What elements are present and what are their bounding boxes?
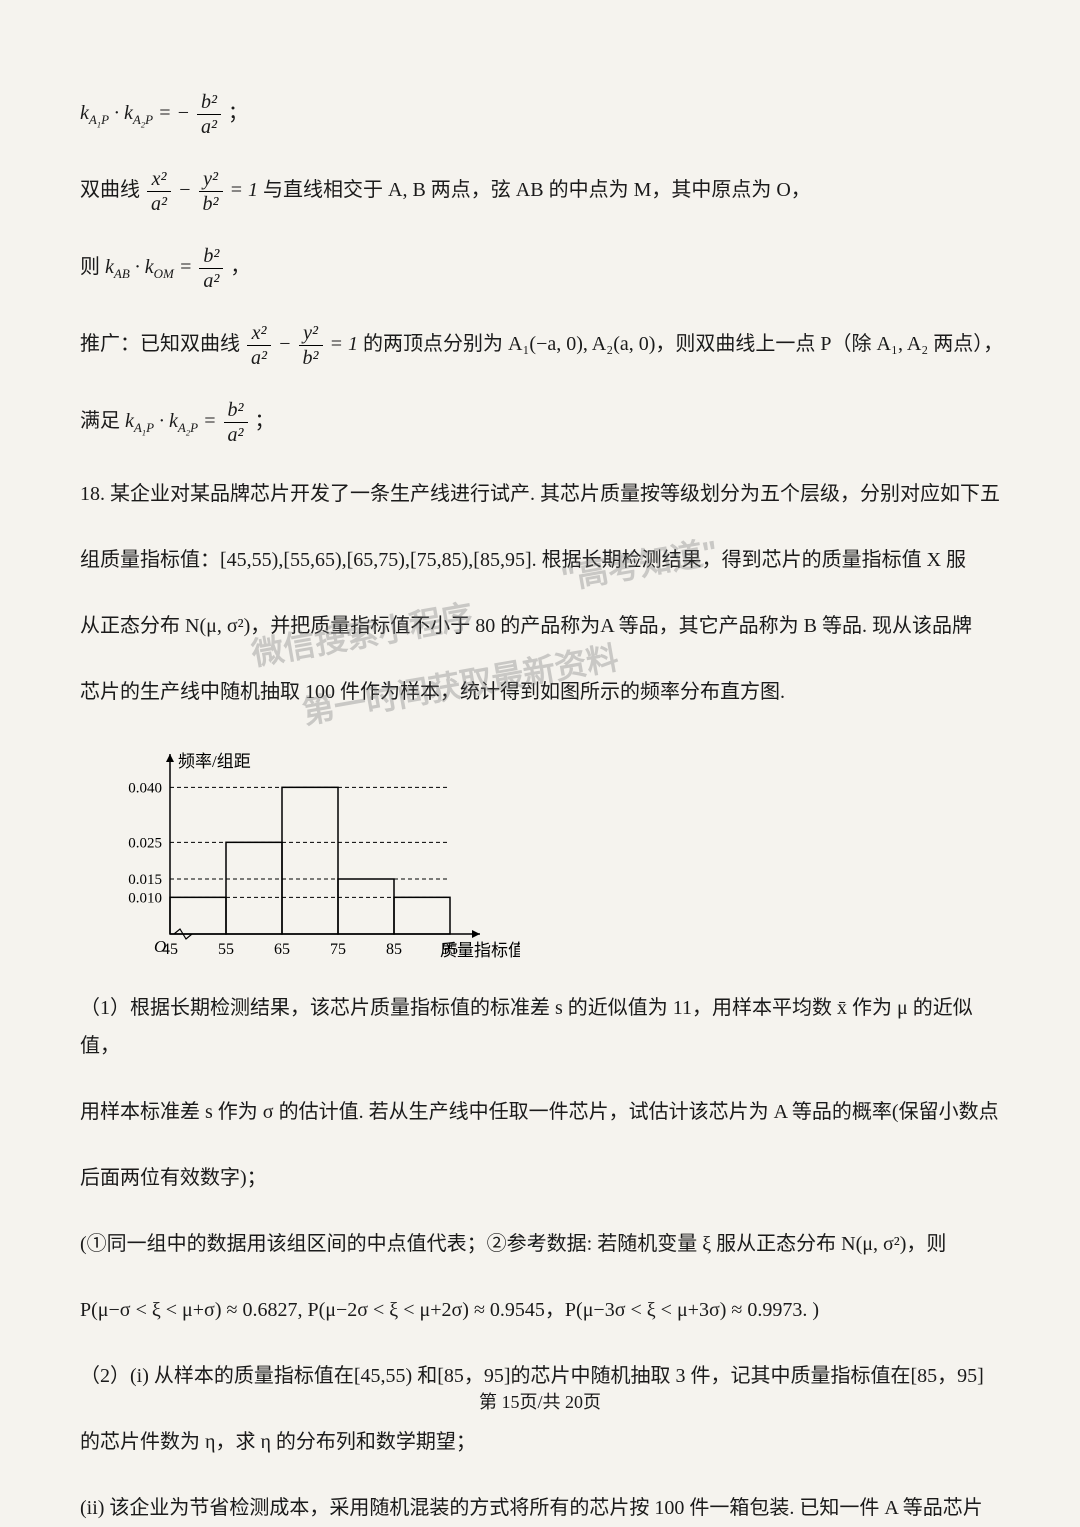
equation-kab-kom: 则 kAB · kOM = b²a² ， — [80, 244, 1010, 293]
equation-satisfies: 满足 kA1P · kA2P = b²a² ； — [80, 398, 1010, 447]
frac-num: b² — [197, 90, 221, 115]
svg-text:0.040: 0.040 — [128, 780, 162, 796]
svg-text:0.025: 0.025 — [128, 835, 162, 851]
text-pre: 双曲线 — [80, 179, 140, 201]
svg-text:频率/组距: 频率/组距 — [178, 752, 251, 771]
svg-text:0.015: 0.015 — [128, 872, 162, 888]
sub1-line3: 后面两位有效数字)； — [80, 1159, 1010, 1197]
histogram-svg: 0.0100.0150.0250.040455565758595频率/组距质量指… — [100, 739, 520, 969]
frac-den: a² — [197, 115, 221, 139]
svg-text:质量指标值: 质量指标值 — [440, 941, 520, 960]
page-number: 第 15页/共 20页 — [0, 1388, 1080, 1414]
sub1-line2: 用样本标准差 s 作为 σ 的估计值. 若从生产线中任取一件芯片，试估计该芯片为… — [80, 1093, 1010, 1131]
svg-text:85: 85 — [386, 941, 402, 958]
q18-line1: 18. 某企业对某品牌芯片开发了一条生产线进行试产. 其芯片质量按等级划分为五个… — [80, 475, 1010, 513]
sub1-line1: （1）根据长期检测结果，该芯片质量指标值的标准差 s 的近似值为 11，用样本平… — [80, 989, 1010, 1065]
sub2-line3: (ii) 该企业为节省检测成本，采用随机混装的方式将所有的芯片按 100 件一箱… — [80, 1489, 1010, 1527]
reference-line2: P(μ−σ < ξ < μ+σ) ≈ 0.6827, P(μ−2σ < ξ < … — [80, 1291, 1010, 1329]
svg-text:75: 75 — [330, 941, 346, 958]
paragraph-hyperbola-line: 双曲线 x²a² − y²b² = 1 与直线相交于 A, B 两点，弦 AB … — [80, 167, 1010, 216]
svg-text:65: 65 — [274, 941, 290, 958]
histogram-chart: 0.0100.0150.0250.040455565758595频率/组距质量指… — [100, 739, 520, 969]
svg-text:O: O — [154, 937, 166, 956]
sub2-line2: 的芯片件数为 η，求 η 的分布列和数学期望； — [80, 1423, 1010, 1461]
svg-text:0.010: 0.010 — [128, 890, 162, 906]
q18-line3: 从正态分布 N(μ, σ²)，并把质量指标值不小于 80 的产品称为A 等品，其… — [80, 607, 1010, 645]
paragraph-generalize: 推广：已知双曲线 x²a² − y²b² = 1 的两顶点分别为 A₁(−a, … — [80, 321, 1010, 370]
eq-suffix: ； — [228, 102, 248, 124]
reference-line1: (①同一组中的数据用该组区间的中点值代表；②参考数据: 若随机变量 ξ 服从正态… — [80, 1225, 1010, 1263]
svg-text:55: 55 — [218, 941, 234, 958]
equation-1: kA1P · kA2P = − b²a² ； — [80, 90, 1010, 139]
q18-line4: 芯片的生产线中随机抽取 100 件作为样本，统计得到如图所示的频率分布直方图. — [80, 673, 1010, 711]
q18-line2: 组质量指标值：[45,55),[55,65),[65,75),[75,85),[… — [80, 541, 1010, 579]
